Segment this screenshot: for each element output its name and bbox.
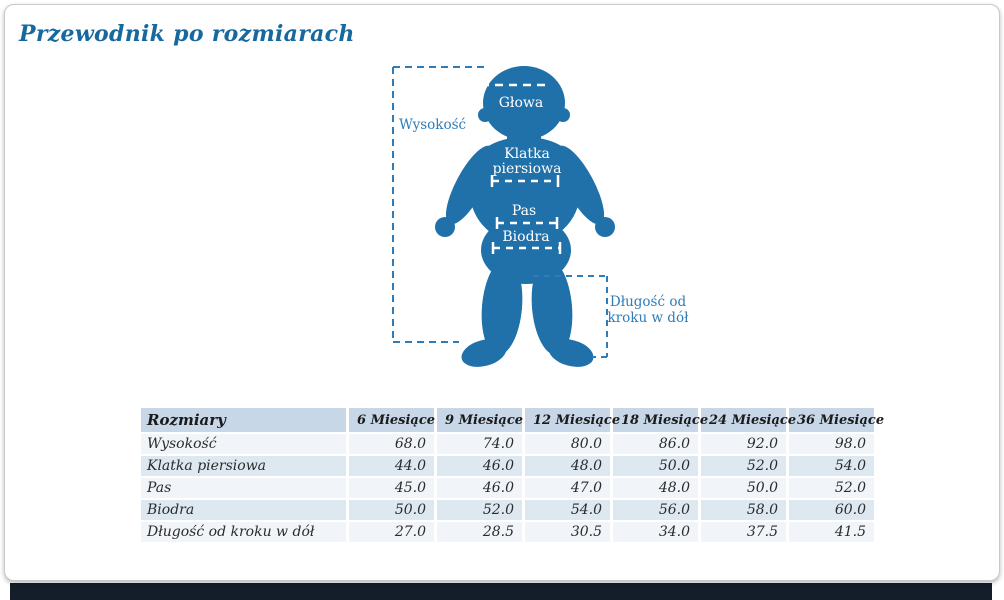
inseam-label-line1: Długość od [610,294,687,310]
value-cell: 34.0 [613,522,698,542]
value-cell: 50.0 [349,500,434,520]
header-cell-12m: 12 Miesiące [525,408,620,432]
header-cell-36m: 36 Miesiące [789,408,884,432]
value-cell: 27.0 [349,522,434,542]
header-cell-6m: 6 Miesiące [349,408,435,432]
height-guide-bracket [392,66,485,343]
value-cell: 50.0 [613,456,698,476]
table-row-waist: Pas 45.0 46.0 47.0 48.0 50.0 52.0 [141,478,874,498]
hips-measure-line [491,242,562,254]
value-cell: 54.0 [525,500,610,520]
value-cell: 41.5 [789,522,874,542]
value-cell: 52.0 [789,478,874,498]
value-cell: 50.0 [701,478,786,498]
waist-measure-line [495,217,559,229]
value-cell: 46.0 [437,478,522,498]
value-cell: 74.0 [437,434,522,454]
value-cell: 80.0 [525,434,610,454]
header-cell-24m: 24 Miesiące [701,408,796,432]
row-label-cell: Pas [141,478,346,498]
row-label-cell: Klatka piersiowa [141,456,346,476]
value-cell: 52.0 [437,500,522,520]
value-cell: 98.0 [789,434,874,454]
inseam-label-line2: kroku w dół [608,310,690,326]
header-cell-9m: 9 Miesiące [437,408,523,432]
table-row-hips: Biodra 50.0 52.0 54.0 56.0 58.0 60.0 [141,500,874,520]
value-cell: 56.0 [613,500,698,520]
value-cell: 48.0 [613,478,698,498]
value-cell: 54.0 [789,456,874,476]
value-cell: 47.0 [525,478,610,498]
bottom-accent-bar [10,583,992,600]
size-table: Rozmiary 6 Miesiące 9 Miesiące 12 Miesią… [138,406,884,544]
row-label-cell: Wysokość [141,434,346,454]
page-title: Przewodnik po rozmiarach [19,21,355,47]
head-label: Głowa [499,95,543,111]
chest-label-line1: Klatka [504,146,550,162]
header-cell-18m: 18 Miesiące [613,408,708,432]
value-cell: 44.0 [349,456,434,476]
value-cell: 45.0 [349,478,434,498]
height-label: Wysokość [399,117,466,133]
inseam-guide-bracket [533,275,608,358]
chest-label-line2: piersiowa [493,161,562,177]
value-cell: 48.0 [525,456,610,476]
value-cell: 37.5 [701,522,786,542]
value-cell: 58.0 [701,500,786,520]
value-cell: 86.0 [613,434,698,454]
value-cell: 30.5 [525,522,610,542]
value-cell: 46.0 [437,456,522,476]
chest-measure-line [490,175,560,187]
table-header-row: Rozmiary 6 Miesiące 9 Miesiące 12 Miesią… [141,408,884,432]
table-row-inseam: Długość od kroku w dół 27.0 28.5 30.5 34… [141,522,874,542]
row-label-cell: Długość od kroku w dół [141,522,346,542]
value-cell: 92.0 [701,434,786,454]
content-card: Przewodnik po rozmiarach [4,4,1000,581]
value-cell: 28.5 [437,522,522,542]
measurement-diagram: Głowa Klatka piersiowa Pas Biodra [392,66,690,367]
waist-label: Pas [512,203,536,219]
value-cell: 68.0 [349,434,434,454]
table-row-height: Wysokość 68.0 74.0 80.0 86.0 92.0 98.0 [141,434,874,454]
hips-label: Biodra [502,229,549,245]
table-row-chest: Klatka piersiowa 44.0 46.0 48.0 50.0 52.… [141,456,874,476]
value-cell: 60.0 [789,500,874,520]
value-cell: 52.0 [701,456,786,476]
header-cell-rozmiary: Rozmiary [141,408,346,432]
row-label-cell: Biodra [141,500,346,520]
